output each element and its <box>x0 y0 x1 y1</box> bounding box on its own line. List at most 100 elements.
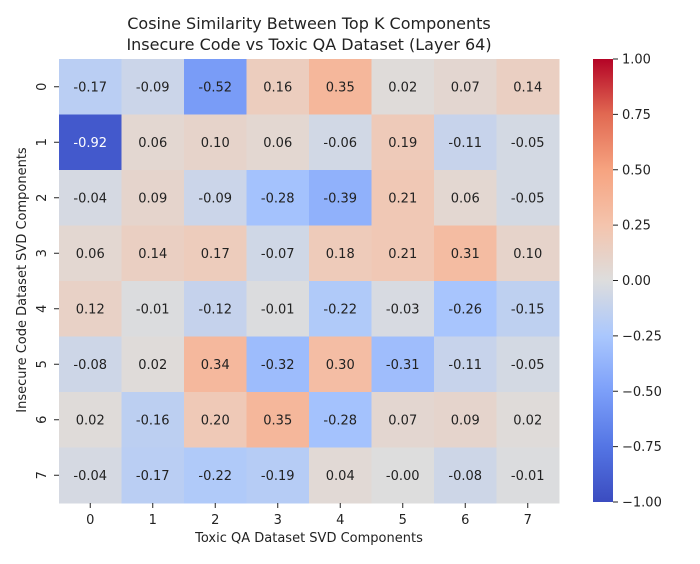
heatmap-cell <box>371 225 435 282</box>
heatmap-cell <box>246 392 310 448</box>
x-tick-label: 2 <box>211 513 219 528</box>
colorbar-tick-label: −0.50 <box>622 385 662 400</box>
cell-value-label: 0.09 <box>451 413 480 428</box>
heatmap-cell <box>121 281 185 337</box>
cell-value-label: 0.06 <box>138 136 167 151</box>
heatmap-cell <box>184 170 247 226</box>
heatmap-cell <box>371 336 435 393</box>
heatmap-cell <box>496 114 560 171</box>
cell-value-label: -0.28 <box>323 413 357 428</box>
heatmap-cell <box>246 114 310 171</box>
x-tick-label: 5 <box>399 513 407 528</box>
cell-value-label: -0.92 <box>73 136 107 151</box>
colorbar-tick-label: 0.00 <box>622 274 651 289</box>
heatmap-cell <box>309 114 372 171</box>
heatmap-cell <box>184 225 247 282</box>
cell-value-label: -0.39 <box>323 191 357 206</box>
heatmap-cell <box>184 447 247 504</box>
heatmap-cell <box>59 114 122 171</box>
cell-value-label: 0.02 <box>76 413 105 428</box>
heatmap-cell <box>309 392 372 448</box>
cell-value-label: 0.21 <box>388 247 417 262</box>
cell-value-label: 0.18 <box>326 247 355 262</box>
y-tick-label: 0 <box>35 83 50 91</box>
cell-value-label: 0.35 <box>263 413 292 428</box>
y-tick-label: 1 <box>35 138 50 146</box>
cell-value-label: 0.07 <box>388 413 417 428</box>
heatmap-cell <box>59 59 122 115</box>
cell-value-label: 0.10 <box>201 136 230 151</box>
cell-value-label: 0.02 <box>388 80 417 95</box>
cell-value-label: -0.11 <box>448 136 482 151</box>
x-tick-label: 7 <box>524 513 532 528</box>
y-tick-label: 4 <box>35 305 50 313</box>
cell-value-label: -0.03 <box>386 302 420 317</box>
cell-value-label: -0.16 <box>136 413 170 428</box>
heatmap-cell <box>246 336 310 393</box>
heatmap-cell <box>434 281 497 337</box>
cell-value-label: -0.05 <box>511 191 545 206</box>
heatmap-cell <box>184 281 247 337</box>
heatmap-cell <box>496 392 560 448</box>
colorbar-tick-label: −1.00 <box>622 496 662 511</box>
heatmap-cell <box>434 392 497 448</box>
cell-value-label: -0.08 <box>448 469 482 484</box>
heatmap-cell <box>434 225 497 282</box>
colorbar <box>593 59 613 502</box>
heatmap-cell <box>59 336 122 393</box>
heatmap-cell-labels: -0.17 -0.09 -0.52 0.16 0.35 0.02 0.07 0.14 -0.92… <box>73 80 544 484</box>
cell-value-label: -0.22 <box>198 469 232 484</box>
heatmap-cell <box>59 281 122 337</box>
cell-value-label: -0.08 <box>73 358 107 373</box>
y-axis-label: Insecure Code Dataset SVD Components <box>15 147 30 413</box>
heatmap-cell <box>59 225 122 282</box>
cell-value-label: -0.11 <box>448 358 482 373</box>
heatmap-cell <box>184 114 247 171</box>
heatmap-cell <box>121 225 185 282</box>
colorbar-tick-label: 0.50 <box>622 163 651 178</box>
cell-value-label: -0.17 <box>136 469 170 484</box>
heatmap-cell <box>496 59 560 115</box>
x-tick-label: 4 <box>336 513 344 528</box>
heatmap-cell <box>496 281 560 337</box>
y-tick-label: 3 <box>35 249 50 257</box>
cell-value-label: 0.35 <box>326 80 355 95</box>
heatmap-cell <box>309 170 372 226</box>
heatmap-cell <box>246 281 310 337</box>
cell-value-label: 0.02 <box>513 413 542 428</box>
cell-value-label: 0.07 <box>451 80 480 95</box>
heatmap-cell <box>309 447 372 504</box>
cell-value-label: 0.02 <box>138 358 167 373</box>
cell-value-label: -0.05 <box>511 136 545 151</box>
heatmap-cell <box>371 114 435 171</box>
x-tick-label: 0 <box>86 513 94 528</box>
cell-value-label: 0.16 <box>263 80 292 95</box>
cell-value-label: -0.09 <box>136 80 170 95</box>
chart-title-line-2: Insecure Code vs Toxic QA Dataset (Layer… <box>126 35 491 54</box>
cell-value-label: -0.52 <box>198 80 232 95</box>
cell-value-label: -0.01 <box>136 302 170 317</box>
colorbar-tick-label: 0.75 <box>622 108 651 123</box>
cell-value-label: 0.20 <box>201 413 230 428</box>
heatmap-cells <box>59 59 560 504</box>
cell-value-label: -0.00 <box>386 469 420 484</box>
cell-value-label: -0.32 <box>261 358 295 373</box>
x-tick-label: 1 <box>149 513 157 528</box>
x-tick-label: 3 <box>274 513 282 528</box>
cell-value-label: 0.04 <box>326 469 355 484</box>
heatmap-cell <box>184 336 247 393</box>
heatmap-cell <box>59 170 122 226</box>
cell-value-label: -0.09 <box>198 191 232 206</box>
chart-title-line-1: Cosine Similarity Between Top K Componen… <box>127 14 491 33</box>
y-tick-label: 7 <box>35 471 50 479</box>
heatmap-cell <box>121 170 185 226</box>
heatmap-cell <box>309 225 372 282</box>
cell-value-label: -0.22 <box>323 302 357 317</box>
heatmap-cell <box>309 281 372 337</box>
heatmap-cell <box>246 170 310 226</box>
cell-value-label: -0.05 <box>511 358 545 373</box>
cell-value-label: -0.17 <box>73 80 107 95</box>
cell-value-label: 0.17 <box>201 247 230 262</box>
x-tick-label: 6 <box>461 513 469 528</box>
